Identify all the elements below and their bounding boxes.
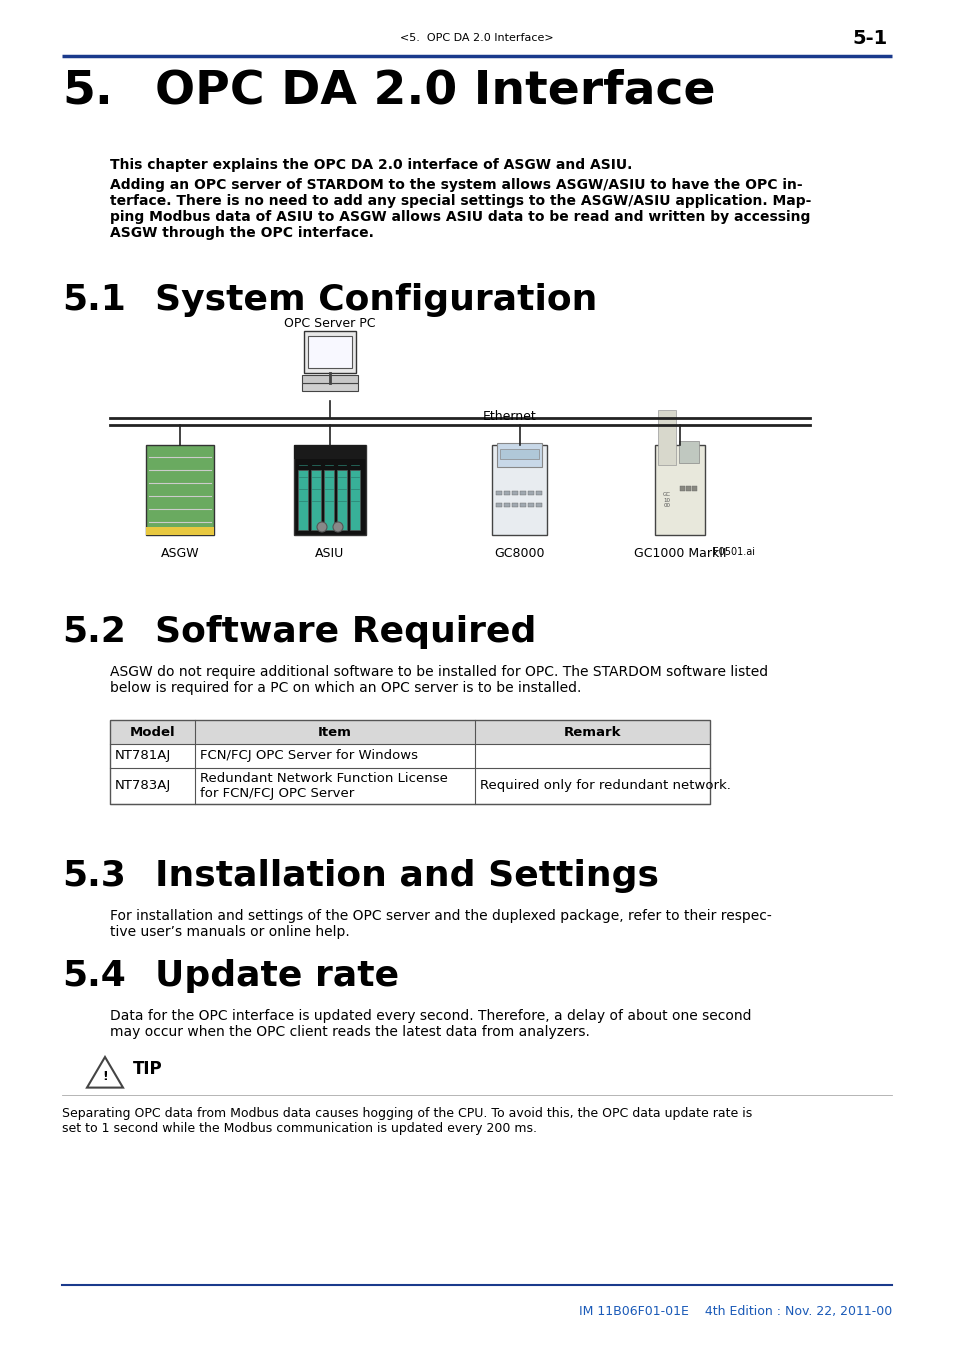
Bar <box>297 470 308 531</box>
Bar <box>679 486 684 491</box>
Text: <5.  OPC DA 2.0 Interface>: <5. OPC DA 2.0 Interface> <box>399 32 554 43</box>
Bar <box>536 504 542 508</box>
Text: OPC DA 2.0 Interface: OPC DA 2.0 Interface <box>154 68 715 113</box>
Text: NT781AJ: NT781AJ <box>115 749 172 763</box>
Text: 5-1: 5-1 <box>852 28 887 47</box>
Text: ASIU: ASIU <box>315 547 344 560</box>
Text: 5.2: 5.2 <box>62 616 126 649</box>
Text: tive user’s manuals or online help.: tive user’s manuals or online help. <box>110 925 350 940</box>
Text: ASGW do not require additional software to be installed for OPC. The STARDOM sof: ASGW do not require additional software … <box>110 666 767 679</box>
Text: Ethernet: Ethernet <box>482 410 537 423</box>
Bar <box>520 504 526 508</box>
Text: Data for the OPC interface is updated every second. Therefore, a delay of about : Data for the OPC interface is updated ev… <box>110 1008 751 1023</box>
Text: 5.4: 5.4 <box>62 958 126 994</box>
Text: Software Required: Software Required <box>154 616 536 649</box>
Text: GC1000 MarkII: GC1000 MarkII <box>633 547 725 560</box>
Text: GC
10
00: GC 10 00 <box>662 491 670 509</box>
Bar <box>496 491 502 495</box>
Bar <box>492 446 547 535</box>
Bar <box>536 491 542 495</box>
Text: This chapter explains the OPC DA 2.0 interface of ASGW and ASIU.: This chapter explains the OPC DA 2.0 int… <box>110 158 632 171</box>
Bar <box>496 504 502 508</box>
Bar <box>685 486 690 491</box>
Text: System Configuration: System Configuration <box>154 284 597 317</box>
Text: Redundant Network Function License: Redundant Network Function License <box>200 772 447 786</box>
Text: Adding an OPC server of STARDOM to the system allows ASGW/ASIU to have the OPC i: Adding an OPC server of STARDOM to the s… <box>110 178 801 192</box>
Bar <box>302 375 357 383</box>
Text: for FCN/FCJ OPC Server: for FCN/FCJ OPC Server <box>200 787 354 801</box>
Text: terface. There is no need to add any special settings to the ASGW/ASIU applicati: terface. There is no need to add any spe… <box>110 194 810 208</box>
Bar <box>308 336 352 369</box>
Bar <box>655 446 704 535</box>
Text: Separating OPC data from Modbus data causes hogging of the CPU. To avoid this, t: Separating OPC data from Modbus data cau… <box>62 1107 752 1120</box>
Text: IM 11B06F01-01E    4th Edition : Nov. 22, 2011-00: IM 11B06F01-01E 4th Edition : Nov. 22, 2… <box>578 1305 891 1318</box>
Text: Update rate: Update rate <box>154 958 398 994</box>
Text: Model: Model <box>130 725 175 738</box>
Bar <box>294 446 366 459</box>
Bar <box>350 470 359 531</box>
Bar <box>504 491 510 495</box>
Bar <box>528 504 534 508</box>
Bar <box>679 441 699 463</box>
Text: GC8000: GC8000 <box>495 547 545 560</box>
Bar <box>512 491 518 495</box>
Text: !: ! <box>102 1071 108 1083</box>
Bar <box>304 331 355 373</box>
Circle shape <box>316 522 327 532</box>
Text: TIP: TIP <box>132 1060 162 1079</box>
Circle shape <box>333 522 343 532</box>
Text: ping Modbus data of ASIU to ASGW allows ASIU data to be read and written by acce: ping Modbus data of ASIU to ASGW allows … <box>110 211 809 224</box>
Text: set to 1 second while the Modbus communication is updated every 200 ms.: set to 1 second while the Modbus communi… <box>62 1122 537 1135</box>
Bar <box>512 504 518 508</box>
Text: ASGW: ASGW <box>160 547 199 560</box>
Bar <box>504 504 510 508</box>
Bar <box>302 383 357 392</box>
Bar <box>146 526 213 535</box>
Text: 5.1: 5.1 <box>62 284 126 317</box>
Bar <box>311 470 320 531</box>
Text: ASGW through the OPC interface.: ASGW through the OPC interface. <box>110 225 374 240</box>
Bar <box>520 491 526 495</box>
Text: F0501.ai: F0501.ai <box>712 547 754 558</box>
Bar <box>324 470 334 531</box>
Text: OPC Server PC: OPC Server PC <box>284 317 375 329</box>
Bar <box>336 470 347 531</box>
Bar <box>500 450 539 459</box>
Text: 5.: 5. <box>62 68 112 113</box>
Bar <box>110 720 709 744</box>
Text: below is required for a PC on which an OPC server is to be installed.: below is required for a PC on which an O… <box>110 680 580 695</box>
Bar <box>497 443 542 467</box>
Text: NT783AJ: NT783AJ <box>115 779 172 792</box>
Bar <box>146 446 213 535</box>
Text: Remark: Remark <box>563 725 620 738</box>
Bar <box>294 446 366 535</box>
Text: may occur when the OPC client reads the latest data from analyzers.: may occur when the OPC client reads the … <box>110 1025 589 1040</box>
Bar <box>658 410 676 464</box>
Bar <box>528 491 534 495</box>
Text: FCN/FCJ OPC Server for Windows: FCN/FCJ OPC Server for Windows <box>200 749 417 763</box>
Text: Required only for redundant network.: Required only for redundant network. <box>479 779 730 792</box>
Text: Item: Item <box>317 725 352 738</box>
Bar <box>110 720 709 805</box>
Bar <box>691 486 697 491</box>
Text: 5.3: 5.3 <box>62 859 126 892</box>
Text: Installation and Settings: Installation and Settings <box>154 859 659 892</box>
Text: For installation and settings of the OPC server and the duplexed package, refer : For installation and settings of the OPC… <box>110 909 771 923</box>
